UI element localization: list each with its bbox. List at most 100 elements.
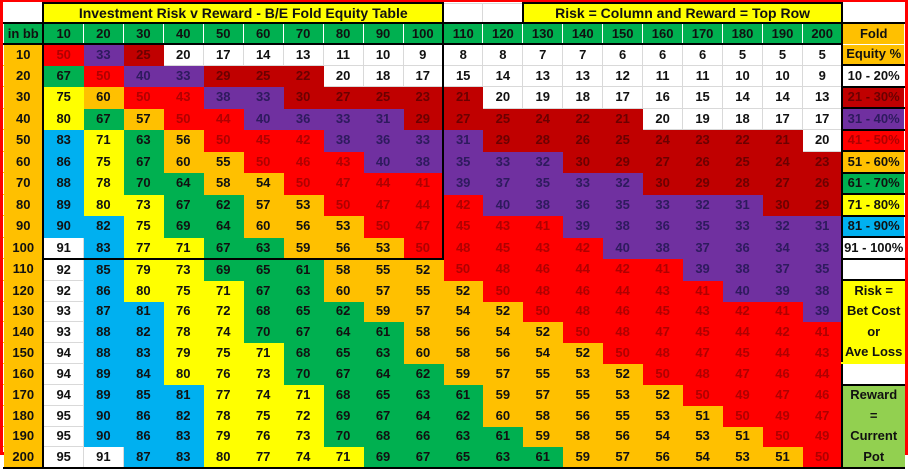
fold-equity-cell[interactable]: 61 [482, 425, 524, 447]
fold-equity-cell[interactable]: 87 [122, 446, 164, 469]
fold-equity-cell[interactable]: 83 [82, 236, 124, 260]
fold-equity-cell[interactable]: 24 [522, 107, 564, 130]
fold-equity-cell[interactable]: 93 [42, 300, 84, 322]
fold-equity-cell[interactable]: 27 [442, 107, 484, 130]
fold-equity-cell[interactable]: 28 [522, 129, 564, 152]
fold-equity-cell[interactable]: 44 [202, 107, 244, 130]
fold-equity-cell[interactable]: 50 [801, 446, 843, 469]
fold-equity-cell[interactable]: 21 [762, 129, 803, 152]
fold-equity-cell[interactable]: 86 [42, 150, 84, 173]
fold-equity-cell[interactable]: 20 [322, 64, 364, 87]
row-label-10[interactable]: 10 [3, 44, 45, 66]
fold-equity-cell[interactable]: 50 [642, 362, 684, 385]
fold-equity-cell[interactable]: 48 [682, 362, 724, 385]
fold-equity-cell[interactable]: 31 [362, 107, 404, 130]
fold-equity-cell[interactable]: 73 [242, 362, 284, 385]
fold-equity-cell[interactable]: 43 [682, 300, 724, 322]
fold-equity-cell[interactable]: 48 [562, 300, 604, 322]
fold-equity-cell[interactable]: 54 [682, 446, 724, 469]
fold-equity-cell[interactable]: 9 [402, 43, 444, 66]
fold-equity-cell[interactable]: 29 [602, 150, 644, 173]
fold-equity-cell[interactable]: 62 [322, 300, 364, 322]
fold-equity-cell[interactable]: 20 [162, 43, 204, 66]
fold-equity-cell[interactable]: 80 [82, 193, 124, 216]
fold-equity-cell[interactable]: 22 [562, 107, 604, 130]
fold-equity-cell[interactable]: 50 [722, 405, 763, 427]
fold-equity-cell[interactable]: 18 [722, 107, 763, 130]
row-label-40[interactable]: 40 [3, 108, 45, 130]
fold-equity-cell[interactable]: 50 [602, 341, 644, 364]
fold-equity-cell[interactable]: 58 [402, 321, 444, 343]
fold-equity-cell[interactable]: 78 [82, 172, 124, 195]
fold-equity-cell[interactable]: 63 [282, 279, 324, 302]
fold-equity-cell[interactable]: 6 [642, 43, 684, 66]
fold-equity-cell[interactable]: 79 [202, 425, 244, 447]
fold-equity-cell[interactable]: 69 [362, 446, 404, 469]
fold-equity-cell[interactable]: 15 [682, 86, 724, 109]
fold-equity-cell[interactable]: 50 [562, 321, 604, 343]
fold-equity-cell[interactable]: 50 [442, 258, 484, 281]
fold-equity-cell[interactable]: 6 [682, 43, 724, 66]
fold-equity-cell[interactable]: 76 [202, 362, 244, 385]
fold-equity-cell[interactable]: 21 [602, 107, 644, 130]
fold-equity-cell[interactable]: 50 [322, 193, 364, 216]
column-header-70[interactable]: 70 [283, 22, 324, 45]
fold-equity-cell[interactable]: 65 [362, 384, 404, 406]
fold-equity-cell[interactable]: 47 [322, 172, 364, 195]
fold-equity-cell[interactable]: 6 [602, 43, 644, 66]
fold-equity-cell[interactable]: 27 [322, 86, 364, 109]
fold-equity-cell[interactable]: 28 [722, 172, 763, 195]
fold-equity-cell[interactable]: 86 [122, 405, 164, 427]
fold-equity-cell[interactable]: 56 [642, 446, 684, 469]
fold-equity-cell[interactable]: 45 [722, 341, 763, 364]
fold-equity-cell[interactable]: 94 [42, 341, 84, 364]
fold-equity-cell[interactable]: 59 [442, 362, 484, 385]
fold-equity-cell[interactable]: 23 [682, 129, 724, 152]
fold-equity-cell[interactable]: 53 [322, 215, 364, 238]
fold-equity-cell[interactable]: 44 [362, 172, 404, 195]
fold-equity-cell[interactable]: 43 [801, 341, 843, 364]
fold-equity-cell[interactable]: 88 [42, 172, 84, 195]
fold-equity-cell[interactable]: 50 [162, 107, 204, 130]
fold-equity-cell[interactable]: 80 [122, 279, 164, 302]
fold-equity-cell[interactable]: 14 [482, 64, 524, 87]
fold-equity-cell[interactable]: 27 [762, 172, 803, 195]
fold-equity-cell[interactable]: 59 [482, 384, 524, 406]
fold-equity-cell[interactable]: 46 [562, 279, 604, 302]
fold-equity-cell[interactable]: 25 [242, 64, 284, 87]
fold-equity-cell[interactable]: 50 [242, 150, 284, 173]
fold-equity-cell[interactable]: 65 [442, 446, 484, 469]
fold-equity-cell[interactable]: 48 [522, 279, 564, 302]
fold-equity-cell[interactable]: 67 [202, 236, 244, 260]
fold-equity-cell[interactable]: 62 [402, 362, 444, 385]
fold-equity-cell[interactable]: 22 [722, 129, 763, 152]
fold-equity-cell[interactable]: 44 [402, 193, 444, 216]
fold-equity-cell[interactable]: 70 [242, 321, 284, 343]
fold-equity-cell[interactable]: 30 [562, 150, 604, 173]
fold-equity-cell[interactable]: 17 [402, 64, 444, 87]
fold-equity-cell[interactable]: 60 [322, 279, 364, 302]
fold-equity-cell[interactable]: 13 [522, 64, 564, 87]
fold-equity-cell[interactable]: 67 [362, 405, 404, 427]
fold-equity-cell[interactable]: 40 [242, 107, 284, 130]
fold-equity-cell[interactable]: 69 [202, 258, 244, 281]
fold-equity-cell[interactable]: 19 [682, 107, 724, 130]
fold-equity-cell[interactable]: 41 [762, 300, 803, 322]
fold-equity-cell[interactable]: 38 [801, 279, 843, 302]
fold-equity-cell[interactable]: 83 [122, 341, 164, 364]
fold-equity-cell[interactable]: 60 [482, 405, 524, 427]
fold-equity-cell[interactable]: 13 [801, 86, 843, 109]
fold-equity-cell[interactable]: 87 [82, 300, 124, 322]
fold-equity-cell[interactable]: 44 [762, 341, 803, 364]
fold-equity-cell[interactable]: 77 [242, 446, 284, 469]
fold-equity-cell[interactable]: 44 [801, 362, 843, 385]
fold-equity-cell[interactable]: 46 [282, 150, 324, 173]
fold-equity-cell[interactable]: 67 [162, 193, 204, 216]
fold-equity-cell[interactable]: 65 [282, 300, 324, 322]
fold-equity-cell[interactable]: 57 [122, 107, 164, 130]
fold-equity-cell[interactable]: 63 [482, 446, 524, 469]
row-label-50[interactable]: 50 [3, 129, 45, 152]
fold-equity-cell[interactable]: 44 [722, 321, 763, 343]
fold-equity-cell[interactable]: 58 [442, 341, 484, 364]
fold-equity-cell[interactable]: 60 [242, 215, 284, 238]
